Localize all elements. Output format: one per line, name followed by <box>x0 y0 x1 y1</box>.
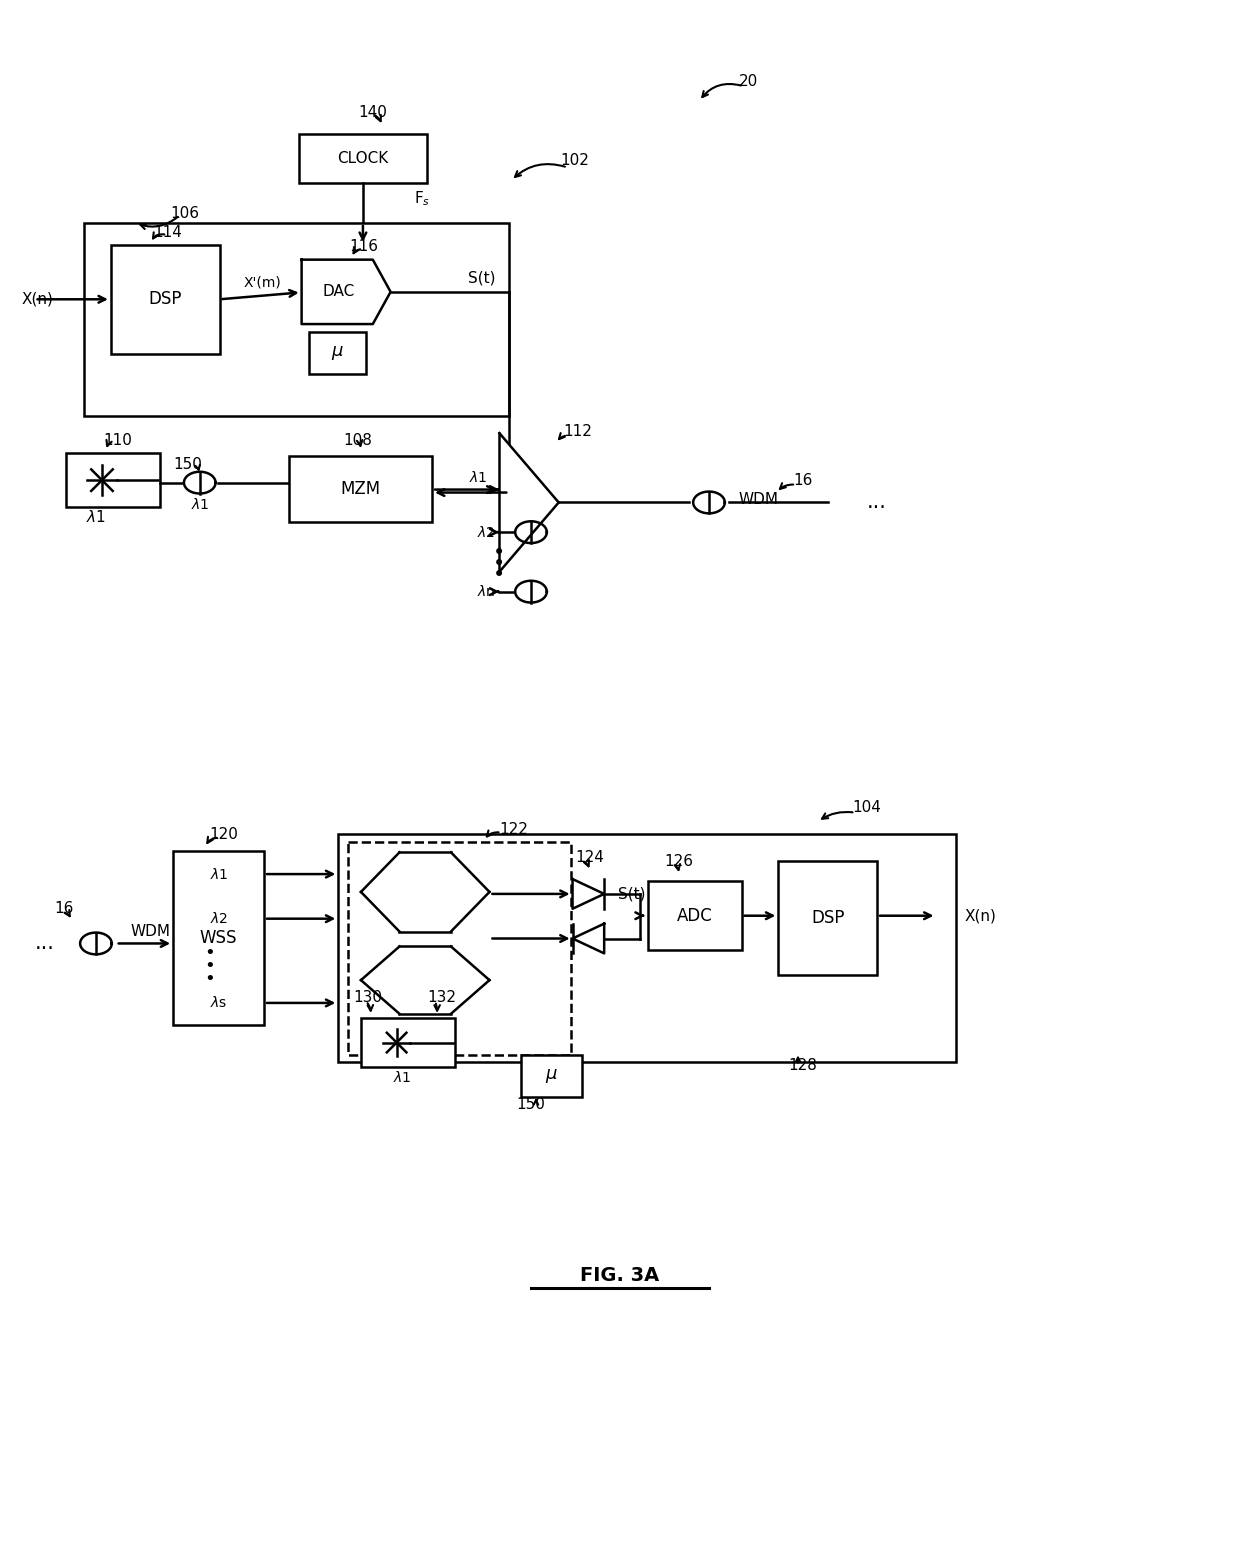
Text: 124: 124 <box>575 849 604 865</box>
Text: ADC: ADC <box>677 907 713 925</box>
Text: MZM: MZM <box>340 480 381 498</box>
Text: DSP: DSP <box>149 291 182 308</box>
Text: $\lambda$2: $\lambda$2 <box>210 911 228 927</box>
Text: 20: 20 <box>739 74 758 88</box>
Text: $\lambda$2: $\lambda$2 <box>477 524 496 540</box>
Bar <box>361 1018 455 1067</box>
Text: 114: 114 <box>154 226 182 240</box>
Text: $\lambda$1: $\lambda$1 <box>191 497 210 512</box>
Text: •: • <box>205 958 215 975</box>
Text: $\lambda$1: $\lambda$1 <box>86 509 105 526</box>
Text: F$_s$: F$_s$ <box>414 189 430 207</box>
Text: WDM: WDM <box>739 492 779 507</box>
Text: 106: 106 <box>170 206 200 221</box>
Text: X(n): X(n) <box>22 292 53 306</box>
Text: $\lambda$1: $\lambda$1 <box>210 866 228 882</box>
Bar <box>348 843 570 1055</box>
Text: 16: 16 <box>794 473 812 489</box>
Text: 108: 108 <box>343 433 372 447</box>
Polygon shape <box>500 433 559 572</box>
Bar <box>339 834 956 1063</box>
Text: $\mu$: $\mu$ <box>331 343 343 362</box>
Text: 128: 128 <box>789 1058 817 1074</box>
Text: FIG. 3A: FIG. 3A <box>580 1265 660 1286</box>
Text: $\lambda$1: $\lambda$1 <box>470 470 487 486</box>
Text: 120: 120 <box>210 828 238 842</box>
Text: $\lambda$s: $\lambda$s <box>210 995 227 1010</box>
Text: $\mu$: $\mu$ <box>546 1067 558 1086</box>
Bar <box>521 1055 583 1097</box>
Bar <box>779 862 877 975</box>
Bar <box>66 453 160 507</box>
Text: 122: 122 <box>500 821 528 837</box>
Polygon shape <box>573 879 604 908</box>
Text: 150: 150 <box>517 1097 546 1112</box>
Bar <box>174 851 264 1024</box>
Polygon shape <box>301 260 391 323</box>
Polygon shape <box>361 852 490 931</box>
Text: S(t): S(t) <box>618 886 646 902</box>
Text: ...: ... <box>35 933 55 953</box>
Text: 126: 126 <box>665 854 693 869</box>
Text: 116: 116 <box>350 240 378 254</box>
Text: •: • <box>205 944 215 962</box>
Text: X'(m): X'(m) <box>243 275 281 289</box>
Text: ...: ... <box>867 492 887 512</box>
Text: 16: 16 <box>55 902 74 916</box>
Bar <box>84 223 510 416</box>
Text: 132: 132 <box>428 990 456 1006</box>
Text: •: • <box>494 543 506 563</box>
Text: CLOCK: CLOCK <box>337 152 388 166</box>
Text: 140: 140 <box>358 105 387 121</box>
Bar <box>309 333 366 374</box>
Bar <box>299 133 428 184</box>
Text: WDM: WDM <box>130 924 171 939</box>
Text: S(t): S(t) <box>467 271 495 286</box>
Text: 110: 110 <box>103 433 131 447</box>
Text: •: • <box>205 970 215 989</box>
Text: •: • <box>494 565 506 585</box>
Text: $\lambda$1: $\lambda$1 <box>393 1069 412 1084</box>
Bar <box>110 244 219 354</box>
Text: DAC: DAC <box>322 285 355 300</box>
Text: WSS: WSS <box>200 930 237 947</box>
Text: 112: 112 <box>564 424 593 439</box>
Polygon shape <box>573 924 604 953</box>
Text: 104: 104 <box>852 800 882 815</box>
Bar <box>647 882 742 950</box>
Text: 130: 130 <box>353 990 382 1006</box>
Text: 150: 150 <box>174 458 202 472</box>
Text: •: • <box>494 554 506 574</box>
Text: 102: 102 <box>560 153 589 169</box>
Text: DSP: DSP <box>811 910 844 927</box>
Bar <box>289 456 432 523</box>
Polygon shape <box>361 947 490 1013</box>
Text: X(n): X(n) <box>965 908 996 924</box>
Text: $\lambda$n: $\lambda$n <box>477 585 496 599</box>
